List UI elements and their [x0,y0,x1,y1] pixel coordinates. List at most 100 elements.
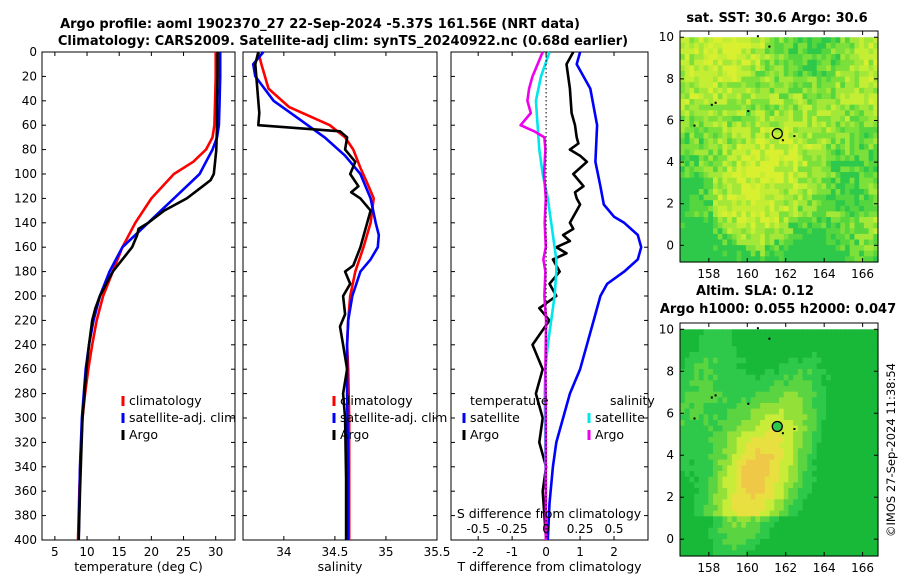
sst-map-cell [788,250,794,257]
sst-map-cell [845,160,851,168]
sla-map-cell [859,380,865,387]
sst-map-cell [802,93,808,100]
sst-map-cell [797,250,804,257]
sla-map-cell [680,425,686,432]
sla-map-cell [746,533,752,540]
sla-map-cell [703,544,709,551]
sst-map-cell [830,239,837,246]
sst-map-cell [769,166,775,173]
sla-map-cell [854,346,860,353]
sla-map-cell [802,431,808,438]
sla-map-cell [783,516,790,523]
sst-map-cell [788,110,794,117]
sst-map-cell [854,82,860,89]
sla-map-cell [835,533,841,540]
sla-map-cell [680,374,686,381]
sla-map-cell [708,539,714,546]
sst-map-cell [788,93,794,100]
sla-map-cell [821,374,827,381]
sst-map-cell [684,87,691,95]
sst-map-cell [722,121,728,128]
sla-map-cell [830,459,837,466]
sst-map-cell [741,183,747,190]
sla-map-cell [731,504,738,512]
sst-map-cell [873,59,879,66]
sst-map-cell [807,188,813,196]
sla-map-cell [859,544,865,551]
sst-map-cell [854,250,860,257]
sla-map-cell [816,436,823,444]
sla-map-cell [783,391,790,398]
sst-map-cell [849,211,856,218]
sst-map-cell [684,245,691,252]
sst-map-cell [793,239,799,246]
sla-map-cell [684,527,691,534]
sla-map-cell [854,351,860,359]
sst-map-cell [873,205,879,213]
sla-map-cell [821,476,827,483]
sla-map-cell [816,385,823,393]
sst-map-cell [783,194,790,201]
sla-map-cell [845,493,851,500]
sla-map-cell [835,499,841,506]
sla-map-cell [680,419,686,427]
sst-map-cell [873,70,879,78]
sla-map-cell [807,380,813,387]
sla-map-cell [703,527,709,534]
sst-map-cell [741,239,747,246]
sla-map-cell [684,391,691,398]
sst-map-cell [797,233,804,241]
sst-map-cell [689,70,695,78]
sst-map-cell [713,65,719,72]
sst-map-cell [830,228,837,235]
sla-map-cell [821,346,827,353]
sla-map-cell [698,363,705,370]
sla-map-cell [708,380,714,387]
sla-map-cell [849,504,856,512]
sla-map-cell [849,374,856,381]
sla-map-cell [680,448,686,455]
sla-map-cell [854,374,860,381]
sst-map-cell [793,250,799,257]
sla-map-cell [741,550,747,557]
sla-map-cell [727,402,733,410]
sst-map-cell [698,42,705,50]
sla-map-cell [755,510,761,517]
sst-map-cell [812,48,818,55]
sla-map-cell [873,329,879,336]
sla-map-cell [859,340,865,347]
sla-map-cell [863,499,870,506]
sla-map-cell [859,397,865,404]
sla-map-cell [807,368,813,376]
sla-map-cell [698,431,705,438]
sst-map-cell [868,200,874,207]
sla-map-cell [854,431,860,438]
sst-map-cell [717,211,724,218]
sla-map-cell [873,385,879,393]
sst-map-cell [826,115,832,123]
sla-map-cell [755,487,761,495]
sst-map-cell [830,233,837,241]
sla-map-cell [859,334,865,342]
sst-map-cell [816,217,823,224]
sla-map-cell [722,380,728,387]
sla-map-cell [755,516,761,523]
differences-series-temperature-satellite [546,51,643,541]
sst-map-cell [807,70,813,78]
sla-map-cell [835,346,841,353]
sst-map-cell [680,110,686,117]
sla-map-cell [722,329,728,336]
sst-map-cell [802,132,808,139]
sla-map-cell [722,533,728,540]
sst-map-cell [731,115,738,123]
sst-map-cell [680,160,686,168]
sla-map-cell [746,487,752,495]
sla-map-cell [717,539,724,546]
sla-map-cell [868,470,874,478]
sla-map-cell [731,357,738,364]
sst-map-cell [826,42,832,50]
sst-map-cell [694,132,700,139]
sst-map-cell [807,115,813,123]
sst-map-cell [830,37,837,44]
sla-map-cell [854,442,860,449]
